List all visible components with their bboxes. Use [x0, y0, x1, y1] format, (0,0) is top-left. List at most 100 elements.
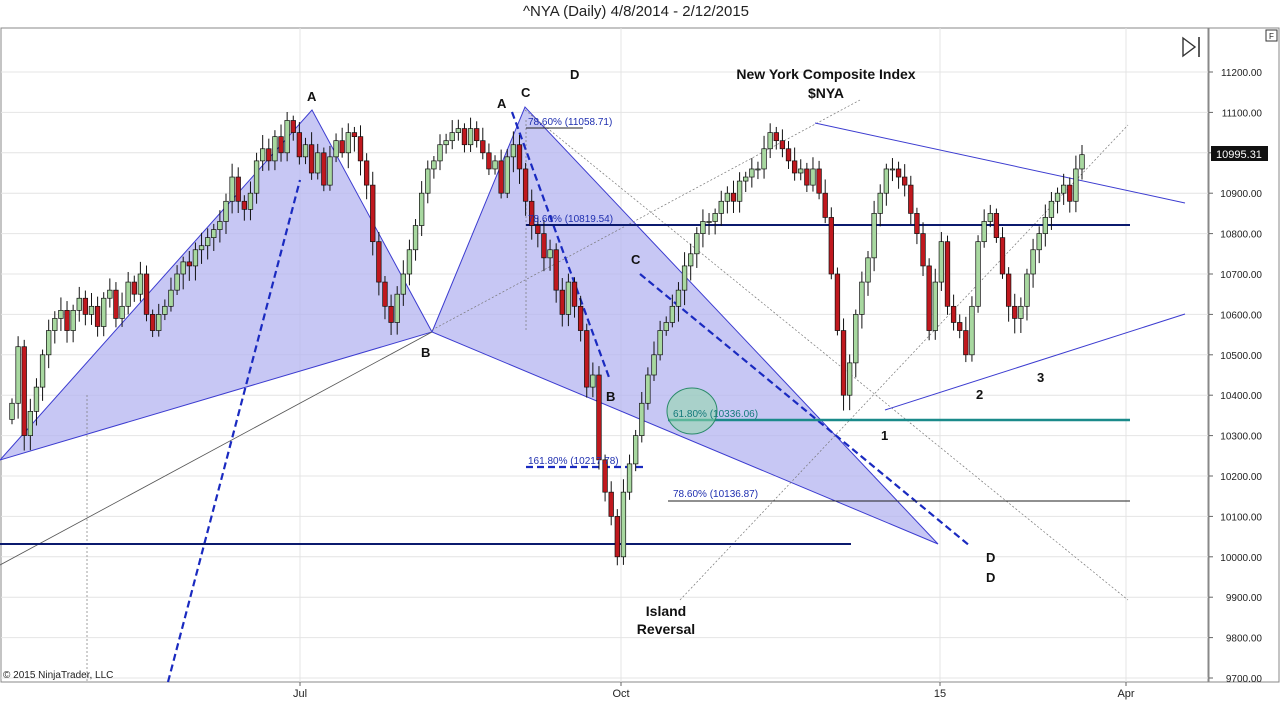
point-label-b1: B [421, 345, 430, 360]
candle [957, 314, 963, 339]
candle [461, 123, 468, 153]
y-tick-label: 11200.00 [1221, 68, 1262, 79]
point-label-d2: D [986, 550, 995, 565]
candle [553, 243, 559, 303]
candle [804, 162, 810, 192]
candle [52, 311, 58, 344]
wave-label-2: 2 [976, 387, 983, 402]
y-tick-label: 10000.00 [1220, 553, 1262, 564]
play-pause-icon[interactable] [1182, 36, 1200, 58]
y-tick-label: 10400.00 [1220, 391, 1262, 402]
annotation-reversal: Reversal [637, 621, 695, 637]
candle [779, 129, 786, 158]
annotation-island: Island [646, 603, 686, 619]
x-tick-label: 15 [934, 688, 946, 700]
candle [895, 161, 902, 189]
candle [767, 123, 773, 159]
f-box-label: F [1269, 32, 1274, 41]
candle [113, 282, 119, 328]
candle [94, 296, 101, 337]
candle [926, 258, 932, 341]
candle [27, 398, 33, 451]
candle [620, 479, 627, 565]
candle [865, 250, 871, 296]
candle [217, 210, 223, 243]
candle [535, 217, 541, 248]
candle [363, 153, 370, 200]
candle [278, 124, 284, 162]
candle [902, 164, 908, 197]
y-tick-label: 9700.00 [1226, 674, 1263, 685]
fib-label-3: 61.80% (10336.06) [673, 409, 758, 420]
candle [82, 290, 89, 326]
candle [590, 362, 596, 398]
candle [847, 354, 853, 411]
candle [791, 147, 798, 181]
wave-label-3: 3 [1037, 370, 1044, 385]
candle [810, 157, 816, 192]
candle [1024, 268, 1030, 321]
y-tick-label: 10600.00 [1220, 310, 1262, 321]
candle [608, 481, 614, 526]
candle [1030, 238, 1036, 288]
candle [235, 167, 241, 213]
candle [773, 126, 779, 150]
candle [351, 126, 358, 152]
candle [639, 391, 645, 443]
highlight-circle [666, 387, 718, 435]
candle [883, 163, 889, 206]
candle [46, 319, 52, 369]
y-axis-panel [1208, 27, 1280, 683]
candle [400, 260, 406, 306]
x-axis: Jul Oct 15 Apr [293, 682, 1135, 700]
candle [596, 366, 602, 470]
candle [504, 149, 510, 199]
candle [981, 209, 987, 248]
candle [663, 316, 669, 336]
x-tick-label: Oct [612, 688, 629, 700]
candle [938, 231, 945, 291]
f-box[interactable] [1265, 29, 1278, 42]
point-label-c2: C [631, 252, 641, 267]
candle [730, 180, 737, 213]
point-label-c1: C [521, 85, 531, 100]
candle [15, 336, 21, 419]
wave-label-1: 1 [881, 428, 888, 443]
candle [229, 163, 235, 214]
candle [584, 323, 590, 398]
candle [174, 265, 180, 296]
candle [406, 239, 413, 286]
candle [308, 132, 315, 180]
candle [339, 127, 345, 158]
annotation-index-name: New York Composite Index [736, 66, 915, 82]
candle [840, 318, 847, 411]
candle [33, 378, 40, 426]
candle [388, 294, 394, 336]
candle [76, 286, 82, 322]
candle [39, 349, 46, 401]
candle [1073, 155, 1079, 213]
candle [1036, 226, 1042, 264]
candle [480, 127, 486, 160]
candle [614, 509, 620, 566]
fib-label-4: 161.80% (10217.78) [528, 456, 619, 467]
candle [449, 120, 455, 150]
candle [382, 276, 388, 320]
candle [327, 145, 333, 191]
candle [522, 162, 529, 216]
candle [443, 133, 449, 154]
candle [21, 339, 27, 451]
candle [932, 268, 938, 340]
candle [651, 341, 657, 382]
candle [669, 294, 675, 328]
candle [266, 138, 272, 171]
candle [681, 252, 688, 306]
candle [950, 294, 957, 331]
last-price-value: 10995.31 [1216, 149, 1262, 161]
candle [284, 111, 290, 162]
candle [798, 159, 804, 181]
y-tick-label: 10100.00 [1220, 512, 1262, 523]
candle [712, 208, 718, 235]
candle [694, 227, 700, 268]
